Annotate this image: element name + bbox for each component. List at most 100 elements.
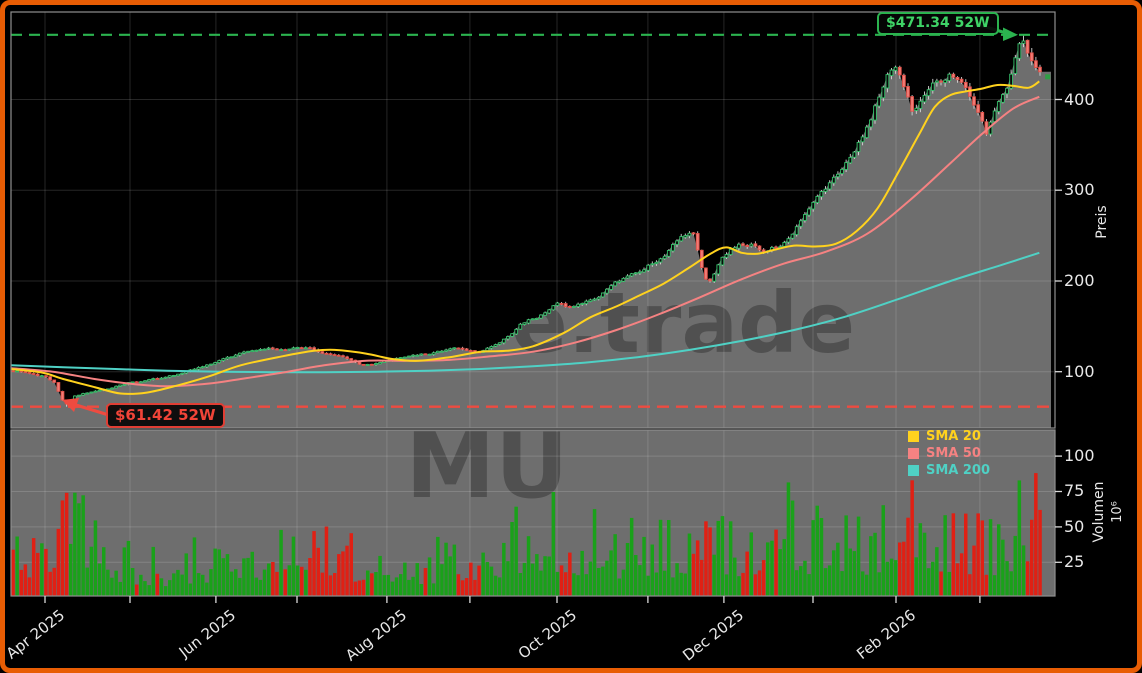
volume-bar <box>737 576 741 596</box>
volume-bar <box>819 518 824 596</box>
volume-bar <box>93 520 98 596</box>
candle-body <box>869 119 873 128</box>
candle-body <box>881 86 886 99</box>
volume-bar <box>708 527 712 596</box>
volume-bar <box>106 569 110 596</box>
volume-bar <box>234 569 238 596</box>
volume-bar <box>283 569 287 596</box>
volume-bar <box>386 574 391 596</box>
volume-bar <box>646 575 650 596</box>
volume-bar <box>279 529 283 596</box>
volume-bar <box>650 544 654 596</box>
candle-body <box>658 258 663 263</box>
volume-bar <box>287 565 292 596</box>
volume-bar <box>493 575 498 596</box>
volume-bar <box>629 517 634 596</box>
candle-body <box>122 383 127 386</box>
volume-bar <box>407 579 411 596</box>
volume-bar <box>176 569 180 596</box>
volume-bar <box>753 574 758 596</box>
volume-bar <box>906 517 910 596</box>
volume-bar <box>168 580 172 596</box>
volume-bar <box>40 543 44 596</box>
volume-bar <box>922 532 927 596</box>
candle-body <box>716 264 721 275</box>
volume-bar <box>81 495 85 596</box>
volume-bar <box>328 575 333 596</box>
volume-bar <box>440 564 444 596</box>
candle-body <box>423 353 428 356</box>
candle-body <box>1038 66 1042 73</box>
price-tick-label: 300 <box>1064 180 1095 200</box>
candle-body <box>893 66 898 71</box>
candle-body <box>341 355 345 358</box>
candle-body <box>803 214 807 221</box>
volume-bar <box>184 553 188 596</box>
volume-bar <box>959 553 964 596</box>
volume-bar <box>312 531 316 596</box>
candle-body <box>270 347 275 350</box>
candle-body <box>48 376 52 381</box>
watermark-symbol: MU <box>406 414 569 519</box>
candle-body <box>419 353 424 356</box>
volume-bar <box>584 574 589 596</box>
candle-body <box>279 349 283 351</box>
candle-body <box>836 173 840 178</box>
volume-bar <box>221 558 226 596</box>
volume-bar <box>568 552 572 596</box>
volume-bar <box>460 580 465 596</box>
volume-bar <box>188 583 193 596</box>
candle-body <box>621 277 626 282</box>
volume-bar <box>852 551 857 596</box>
candle-body <box>996 101 1001 112</box>
volume-bar <box>761 560 766 596</box>
candle-body <box>246 350 250 353</box>
candle-body <box>695 233 700 251</box>
candle-body <box>963 81 968 89</box>
candle-body <box>328 353 333 356</box>
volume-bar <box>658 519 663 596</box>
volume-bar <box>77 503 81 596</box>
candle-body <box>23 371 28 374</box>
candle-body <box>514 328 519 335</box>
candle-body <box>510 333 514 337</box>
volume-bar <box>300 566 304 596</box>
candle-body <box>955 76 960 81</box>
candle-body <box>543 312 547 316</box>
volume-bar <box>576 575 580 596</box>
candle-body <box>728 249 733 256</box>
candle-body <box>774 246 778 249</box>
price-tick-label: 400 <box>1064 89 1095 109</box>
volume-bar <box>856 516 861 596</box>
candle-body <box>646 264 651 271</box>
candle-body <box>617 280 622 283</box>
candle-body <box>159 377 164 380</box>
candle-body <box>811 201 816 210</box>
volume-bar <box>918 523 923 596</box>
volume-bar <box>695 540 700 596</box>
volume-bar <box>988 519 993 596</box>
volume-bar <box>720 516 725 596</box>
volume-bar <box>11 549 15 596</box>
legend-label: SMA 20 <box>926 429 981 444</box>
candle-body <box>155 377 160 380</box>
candle-body <box>374 363 378 366</box>
candle-body <box>559 302 564 305</box>
volume-bar <box>180 574 184 596</box>
candle-body <box>97 389 102 392</box>
candle-body <box>798 220 803 227</box>
volume-bar <box>716 520 720 596</box>
volume-bar <box>774 529 778 596</box>
volume-bar <box>456 574 461 596</box>
candle-body <box>794 226 799 236</box>
candle-body <box>27 371 32 374</box>
volume-bar <box>52 567 56 596</box>
candle-body <box>864 126 869 139</box>
volume-bar <box>394 577 399 596</box>
volume-bar <box>749 532 753 596</box>
candle-body <box>737 243 741 249</box>
volume-bar <box>481 552 485 596</box>
volume-bar <box>601 566 605 596</box>
legend-item-sma-20: SMA 20 <box>908 428 990 445</box>
candle-body <box>885 74 890 89</box>
